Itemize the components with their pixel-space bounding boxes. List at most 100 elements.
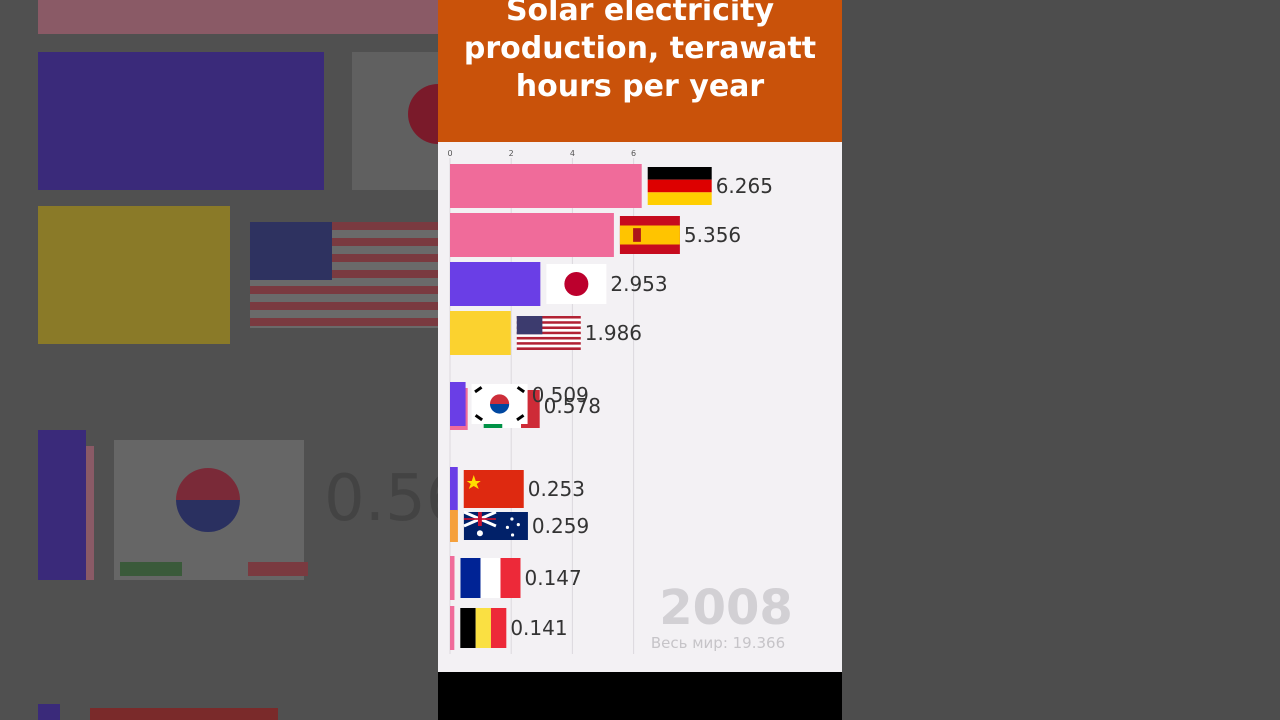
bar-united-states — [450, 311, 511, 355]
chart-area: 0 2 4 6 6.265 5.356 2.953 1.986 0.578 0.509 0.253 0… — [438, 142, 842, 672]
x-tick-label: 2 — [509, 149, 514, 158]
flag-part — [466, 475, 481, 489]
china-flag — [463, 470, 524, 508]
bg-bar — [38, 206, 230, 344]
x-tick-label: 0 — [447, 149, 452, 158]
flag-part — [516, 523, 520, 527]
flag-part — [516, 347, 581, 350]
flag-part — [475, 608, 491, 648]
bar-group-france: 0.147 — [450, 556, 582, 600]
flag-part — [647, 167, 712, 180]
bg-flag-canton — [250, 222, 332, 280]
bg-value-text: 0.56 — [324, 462, 438, 536]
bar-france — [450, 556, 455, 600]
bg-bar — [38, 52, 324, 190]
flag-part — [516, 414, 525, 422]
bar-group-spain: 5.356 — [450, 213, 741, 257]
value-label: 0.147 — [524, 566, 581, 590]
france-flag — [460, 558, 521, 598]
bar-japan — [450, 262, 541, 306]
bg-bar — [38, 0, 438, 34]
value-label: 0.259 — [532, 514, 589, 538]
year-label: 2008 — [659, 580, 793, 636]
value-label: 0.509 — [532, 383, 589, 407]
bg-bar — [86, 446, 94, 580]
flag-part — [510, 533, 515, 537]
bar-south-korea — [450, 382, 466, 426]
bar-belgium — [450, 606, 455, 650]
flag-part — [463, 470, 524, 508]
blurred-background: 0.56 — [0, 0, 438, 720]
bg-flag — [90, 708, 278, 720]
flag-part — [516, 342, 581, 345]
bar-group-belgium: 0.141 — [450, 606, 568, 650]
germany-flag — [647, 167, 712, 205]
value-label: 1.986 — [585, 321, 642, 345]
flag-part — [474, 386, 483, 394]
south-korea-flag — [471, 384, 528, 424]
bar-australia — [450, 510, 458, 542]
video-panel: Solar electricity production, terawatt h… — [438, 0, 842, 720]
flag-part — [619, 225, 680, 245]
flag-part — [516, 344, 581, 348]
flag-part — [510, 517, 514, 521]
flag-part — [516, 334, 581, 337]
bar-group-south-korea: 0.509 — [450, 382, 589, 426]
bar-group-united-states: 1.986 — [450, 311, 642, 355]
value-label: 0.141 — [510, 616, 567, 640]
flag-part — [505, 525, 510, 529]
flag-part — [489, 404, 510, 414]
bg-bar — [38, 704, 60, 720]
flag-part — [647, 192, 712, 205]
chart-title: Solar electricity production, terawatt h… — [463, 0, 817, 104]
flag-part — [460, 608, 476, 648]
flag-part — [516, 386, 525, 394]
value-label: 2.953 — [610, 272, 667, 296]
bar-group-japan: 2.953 — [450, 262, 668, 306]
value-label: 0.578 — [544, 394, 601, 418]
flag-part — [500, 558, 521, 598]
flag-part — [516, 316, 581, 319]
belgium-flag — [460, 608, 507, 648]
value-label: 6.265 — [716, 174, 773, 198]
usa-flag — [516, 316, 581, 350]
bar-group-australia: 0.259 — [450, 510, 589, 542]
flag-part — [516, 323, 581, 327]
bg-flag-disc — [176, 468, 240, 532]
flag-part — [516, 339, 581, 343]
x-tick-label: 4 — [570, 149, 575, 158]
bar-china — [450, 467, 458, 511]
flag-part — [490, 608, 507, 648]
flag-part — [516, 318, 581, 322]
flag-part — [516, 321, 581, 324]
flag-part — [516, 331, 581, 335]
bg-bar — [38, 430, 86, 580]
flag-part — [463, 518, 496, 520]
spain-flag — [619, 216, 680, 254]
bar-group-germany: 6.265 — [450, 164, 773, 208]
right-background — [842, 0, 1280, 720]
flag-part — [480, 558, 501, 598]
bg-stripe — [120, 562, 182, 576]
value-label: 5.356 — [684, 223, 741, 247]
flag-part — [516, 326, 581, 330]
flag-part — [489, 394, 510, 404]
flag-part — [516, 336, 581, 340]
flag-part — [647, 179, 712, 193]
flag-part — [460, 558, 481, 598]
flag-part — [476, 530, 483, 537]
flag-part — [564, 272, 589, 296]
flag-part — [633, 228, 641, 242]
value-label: 0.253 — [528, 477, 585, 501]
flag-part — [474, 414, 483, 422]
title-banner: Solar electricity production, terawatt h… — [438, 0, 842, 142]
flag-part — [516, 316, 543, 335]
australia-flag — [463, 510, 528, 540]
flag-part — [516, 329, 581, 332]
bar-germany — [450, 164, 642, 208]
bar-group-china: 0.253 — [450, 467, 585, 511]
bg-stripe — [248, 562, 308, 576]
japan-flag — [546, 264, 607, 304]
bar-spain — [450, 213, 614, 257]
